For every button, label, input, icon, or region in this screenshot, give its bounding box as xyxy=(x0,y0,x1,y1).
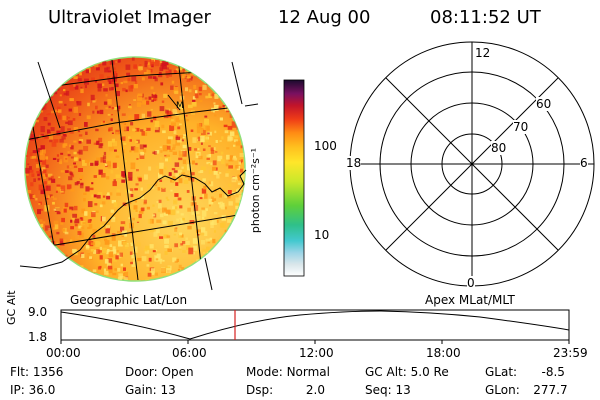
date-label: 12 Aug 00 xyxy=(278,7,371,28)
info-gain: Gain: 13 xyxy=(125,383,176,397)
altitude-ylabel: GC Alt xyxy=(5,290,18,325)
colorbar xyxy=(283,79,305,277)
info-door: Door: Open xyxy=(125,365,194,379)
info-seq: Seq: 13 xyxy=(365,383,411,397)
altitude-xtick-1200: 12:00 xyxy=(299,346,334,360)
mlat-label-60: 60 xyxy=(536,97,552,111)
info-glon: GLon: 277.7 xyxy=(485,383,568,397)
altitude-x-ticks xyxy=(60,340,570,344)
info-seq-value: 13 xyxy=(395,383,411,397)
instrument-title: Ultraviolet Imager xyxy=(48,7,211,28)
info-door-value: Open xyxy=(161,365,194,379)
info-flt-label: Flt: xyxy=(10,365,29,379)
mlt-label-0: 0 xyxy=(467,276,475,290)
altitude-ytick-9: 9.0 xyxy=(28,305,48,319)
colorbar-tick-10: 10 xyxy=(314,228,330,242)
info-glon-value: 277.7 xyxy=(533,383,568,397)
apex-panel-label: Apex MLat/MLT xyxy=(425,293,515,307)
info-dsp-label: Dsp: xyxy=(246,383,274,397)
info-ip-value: 36.0 xyxy=(28,383,56,397)
altitude-xtick-0600: 06:00 xyxy=(172,346,207,360)
info-mode-value: Normal xyxy=(286,365,330,379)
coastline-north xyxy=(167,94,181,111)
info-flt: Flt: 1356 xyxy=(10,365,63,379)
info-gcalt-value: 5.0 Re xyxy=(410,365,449,379)
info-mode-label: Mode: xyxy=(246,365,283,379)
info-glat-value: -8.5 xyxy=(541,365,565,379)
info-glon-label: GLon: xyxy=(485,383,520,397)
altitude-xtick-1800: 18:00 xyxy=(426,346,461,360)
mlt-label-12: 12 xyxy=(475,46,491,60)
polar-diag-2 xyxy=(385,77,559,251)
colorbar-tick-100: 100 xyxy=(314,139,337,153)
altitude-plot-frame xyxy=(60,309,570,341)
coastline xyxy=(19,169,247,269)
mlt-label-6: 6 xyxy=(580,156,588,170)
info-ip: IP: 36.0 xyxy=(10,383,55,397)
altitude-xtick-0000: 00:00 xyxy=(46,346,81,360)
info-ip-label: IP: xyxy=(10,383,25,397)
info-door-label: Door: xyxy=(125,365,158,379)
info-dsp: Dsp: 2.0 xyxy=(246,383,325,397)
geo-grid-outer xyxy=(37,61,259,291)
info-glat: GLat: -8.5 xyxy=(485,365,565,379)
info-glat-label: GLat: xyxy=(485,365,518,379)
info-gain-label: Gain: xyxy=(125,383,157,397)
info-gcalt: GC Alt: 5.0 Re xyxy=(365,365,449,379)
mlat-label-80: 80 xyxy=(491,141,507,155)
altitude-xtick-2359: 23:59 xyxy=(553,346,588,360)
info-gain-value: 13 xyxy=(160,383,176,397)
time-label: 08:11:52 UT xyxy=(430,7,541,28)
info-mode: Mode: Normal xyxy=(246,365,330,379)
altitude-curve xyxy=(60,310,570,340)
mlt-label-18: 18 xyxy=(346,156,362,170)
mlat-label-70: 70 xyxy=(513,120,529,134)
info-dsp-value: 2.0 xyxy=(305,383,325,397)
geo-panel-label: Geographic Lat/Lon xyxy=(70,293,188,307)
coastline-marker: M xyxy=(176,101,184,111)
info-flt-value: 1356 xyxy=(32,365,64,379)
info-seq-label: Seq: xyxy=(365,383,392,397)
info-gcalt-label: GC Alt: xyxy=(365,365,407,379)
altitude-ytick-1-8: 1.8 xyxy=(28,330,48,344)
